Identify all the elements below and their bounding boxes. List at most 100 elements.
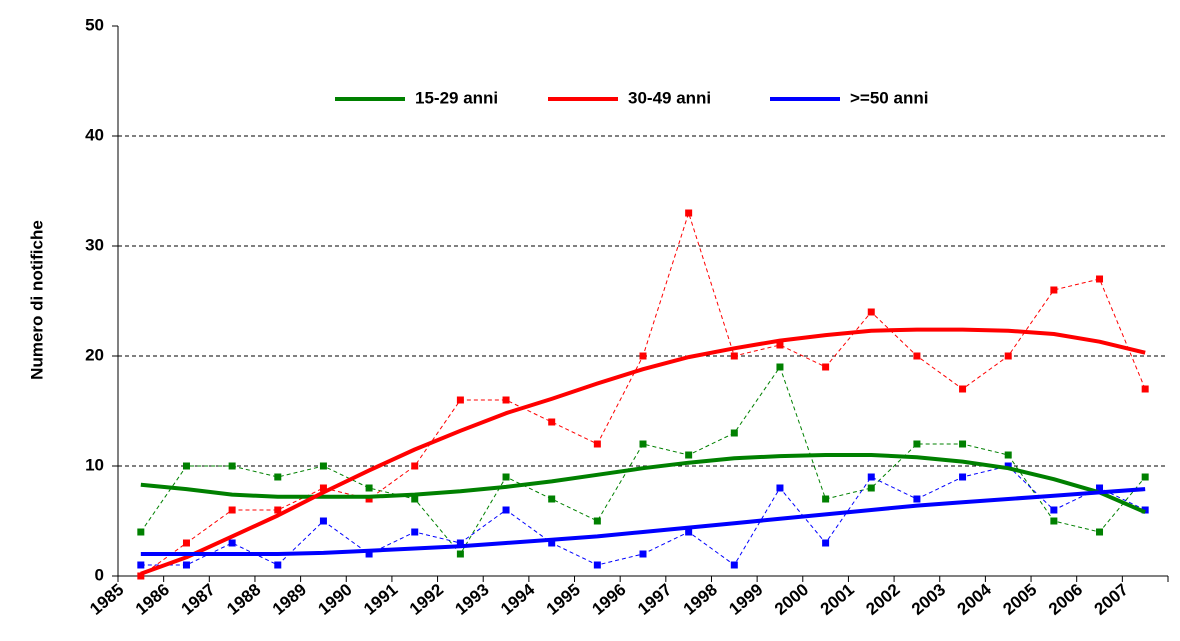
data-point	[730, 352, 738, 360]
data-point	[685, 528, 693, 536]
data-point	[593, 561, 601, 569]
x-tick-label: 2006	[1045, 580, 1086, 619]
data-point	[1050, 506, 1058, 514]
data-point	[822, 495, 830, 503]
data-point	[182, 462, 190, 470]
data-point	[1141, 506, 1149, 514]
data-point	[548, 539, 556, 547]
data-point	[411, 528, 419, 536]
data-point	[867, 484, 875, 492]
legend-label: 15-29 anni	[415, 88, 498, 107]
x-tick-label: 2007	[1091, 580, 1132, 619]
data-point	[1050, 286, 1058, 294]
x-tick-label: 1996	[588, 580, 629, 619]
data-point	[639, 352, 647, 360]
x-tick-label: 1994	[497, 580, 539, 619]
x-tick-label: 2004	[954, 580, 996, 619]
data-point	[593, 517, 601, 525]
data-point	[1050, 517, 1058, 525]
data-point	[913, 440, 921, 448]
data-point	[913, 352, 921, 360]
data-point	[319, 462, 327, 470]
data-point	[365, 484, 373, 492]
y-tick-label: 20	[85, 345, 104, 364]
y-tick-label: 50	[85, 15, 104, 34]
x-tick-label: 2003	[908, 580, 949, 619]
data-point	[456, 539, 464, 547]
data-point	[365, 495, 373, 503]
x-tick-label: 1999	[725, 580, 766, 619]
data-point	[182, 539, 190, 547]
data-point	[639, 440, 647, 448]
data-point	[913, 495, 921, 503]
x-tick-label: 2001	[817, 580, 858, 619]
data-point	[274, 473, 282, 481]
x-tick-label: 1995	[543, 580, 584, 619]
data-point	[1004, 352, 1012, 360]
x-tick-label: 2005	[999, 580, 1040, 619]
data-point	[502, 506, 510, 514]
y-tick-label: 40	[85, 125, 104, 144]
data-point	[1141, 385, 1149, 393]
data-point	[959, 385, 967, 393]
data-point	[456, 396, 464, 404]
data-point	[730, 561, 738, 569]
x-tick-label: 1989	[269, 580, 310, 619]
data-point	[137, 528, 145, 536]
x-tick-label: 1986	[132, 580, 173, 619]
x-tick-label: 1997	[634, 580, 675, 619]
data-point	[274, 561, 282, 569]
data-point	[137, 561, 145, 569]
x-tick-label: 2000	[771, 580, 812, 619]
data-point	[1141, 473, 1149, 481]
data-point	[822, 363, 830, 371]
data-point	[319, 484, 327, 492]
data-point	[182, 561, 190, 569]
x-tick-label: 1992	[406, 580, 447, 619]
data-point	[548, 495, 556, 503]
data-point	[502, 396, 510, 404]
y-axis-label: Numero di notifiche	[27, 220, 46, 380]
data-point	[867, 308, 875, 316]
data-line	[140, 465, 1146, 566]
trend-line	[140, 487, 1146, 556]
data-point	[959, 473, 967, 481]
data-point	[548, 418, 556, 426]
data-point	[1096, 484, 1104, 492]
x-tick-label: 1991	[360, 580, 401, 619]
data-point	[1096, 275, 1104, 283]
x-tick-label: 1998	[680, 580, 721, 619]
data-point	[319, 517, 327, 525]
data-point	[730, 429, 738, 437]
data-point	[411, 462, 419, 470]
data-point	[867, 473, 875, 481]
legend-label: 30-49 anni	[628, 88, 711, 107]
data-point	[959, 440, 967, 448]
data-point	[228, 462, 236, 470]
data-line	[140, 211, 1146, 577]
x-tick-label: 1988	[223, 580, 264, 619]
x-tick-label: 1990	[315, 580, 356, 619]
x-tick-label: 1987	[178, 580, 219, 619]
trend-line	[140, 453, 1146, 515]
y-tick-label: 30	[85, 235, 104, 254]
data-point	[685, 451, 693, 459]
data-point	[776, 341, 784, 349]
data-point	[365, 550, 373, 558]
legend-label: >=50 anni	[850, 88, 928, 107]
data-point	[1004, 451, 1012, 459]
data-point	[274, 506, 282, 514]
y-tick-label: 0	[95, 565, 104, 584]
x-tick-label: 2002	[862, 580, 903, 619]
data-point	[137, 572, 145, 580]
data-point	[502, 473, 510, 481]
data-point	[411, 495, 419, 503]
data-point	[776, 363, 784, 371]
x-tick-label: 1985	[86, 580, 127, 619]
data-point	[228, 539, 236, 547]
data-point	[593, 440, 601, 448]
data-point	[639, 550, 647, 558]
data-point	[228, 506, 236, 514]
data-line	[140, 365, 1146, 555]
